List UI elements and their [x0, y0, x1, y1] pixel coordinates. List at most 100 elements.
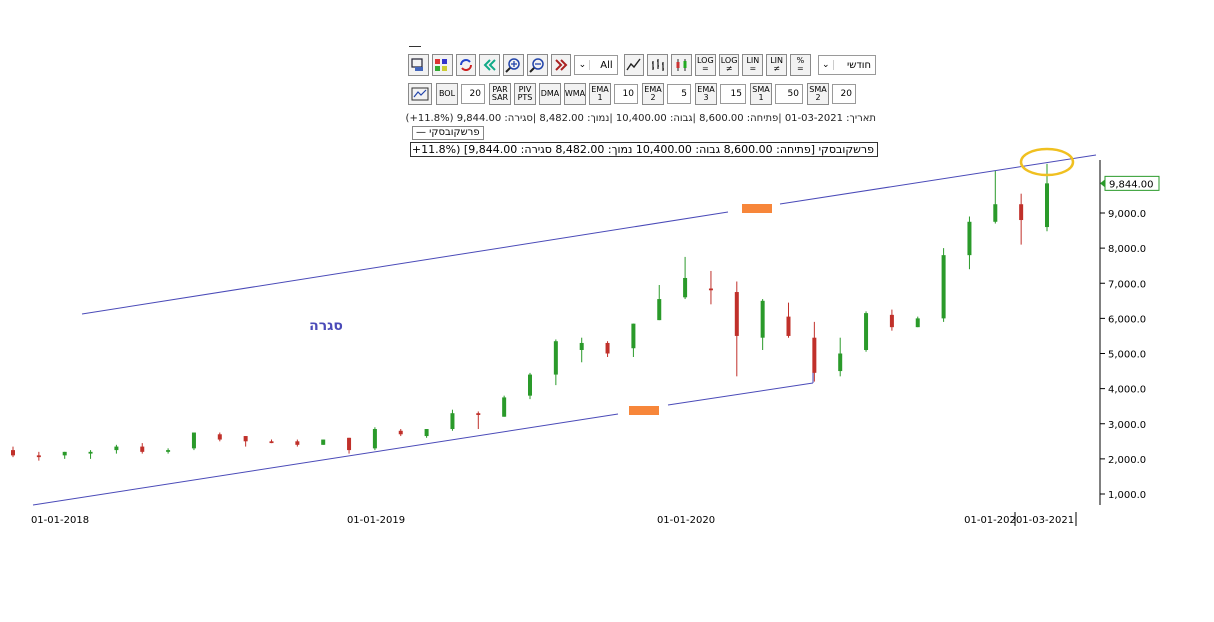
candle-body [114, 446, 119, 451]
candle [812, 321, 817, 382]
sma2-button[interactable]: SMA 2 [807, 83, 829, 105]
annotation-text: סגרה [309, 318, 343, 334]
bol-period-input[interactable]: 20 [461, 84, 485, 104]
y-tick-label: 8,000.0 [1108, 244, 1146, 255]
candle-body [450, 413, 455, 430]
candle-body [657, 299, 662, 321]
candle [372, 427, 377, 451]
sma1-period-input[interactable]: 50 [775, 84, 803, 104]
candle [295, 439, 300, 447]
candle-body [786, 316, 791, 336]
rewind-icon[interactable] [479, 54, 501, 76]
candle-body [36, 455, 41, 458]
candle-body [502, 397, 507, 417]
ema2-button[interactable]: EMA 2 [642, 83, 664, 105]
marker-rectangle [629, 406, 659, 415]
window-dash [409, 46, 421, 47]
candle [502, 395, 507, 417]
candle [36, 451, 41, 461]
ohlc-chart-icon[interactable] [647, 54, 669, 76]
candle [915, 316, 920, 328]
y-tick-label: 2,000.0 [1108, 455, 1146, 466]
candle [683, 256, 688, 300]
candle [579, 337, 584, 363]
x-tick-label: 01-01-202 [964, 515, 1016, 526]
log-button[interactable]: LOG = [694, 54, 716, 76]
wma-button[interactable]: WMA [564, 83, 586, 105]
candle-body [476, 413, 481, 415]
parsar-button[interactable]: PAR SAR [489, 83, 511, 105]
range-select-value: All [600, 59, 613, 71]
refresh-icon[interactable] [455, 54, 477, 76]
candle-chart-icon[interactable] [671, 54, 692, 76]
candle-body [372, 429, 377, 449]
x-tick-label: 01-03-2021 [1016, 515, 1074, 526]
dma-button[interactable]: DMA [539, 83, 561, 105]
candle [708, 270, 713, 305]
y-tick-label: 7,000.0 [1108, 279, 1146, 290]
percent-button[interactable]: % = [790, 54, 811, 76]
x-tick-label: 01-01-2018 [31, 515, 89, 526]
y-tick-label: 1,000.0 [1108, 490, 1146, 501]
candle-body [295, 441, 300, 445]
palette-icon[interactable] [431, 54, 453, 76]
series-status-line: פרשקובסקי [פתיחה: 8,600.00 גבוה: 10,400.… [410, 142, 878, 157]
candle-body [347, 437, 352, 451]
candle [553, 339, 558, 386]
zoom-out-icon[interactable] [526, 54, 548, 76]
candle [631, 323, 636, 358]
lin-button[interactable]: LIN = [742, 54, 764, 76]
candle-body [838, 353, 843, 372]
ema1-period-input[interactable]: 10 [614, 84, 638, 104]
main-toolbar: ⌄ All LOG = LOG ≠ LIN = LIN ≠ % = ⌄ חודש… [408, 53, 877, 77]
candle [605, 341, 610, 358]
ema3-button[interactable]: EMA 3 [695, 83, 717, 105]
candle-body [1045, 183, 1049, 228]
bol-button[interactable]: BOL [436, 83, 458, 105]
ema3-period-input[interactable]: 15 [720, 84, 746, 104]
last-value-text: 9,844.00 [1109, 179, 1154, 190]
candle-body [760, 300, 765, 338]
candle [166, 448, 171, 454]
zoom-in-icon[interactable] [503, 54, 524, 76]
candle [347, 437, 352, 454]
candle [993, 170, 998, 224]
drawing-tool-icon[interactable] [408, 83, 432, 105]
candle [889, 309, 894, 331]
sma2-period-input[interactable]: 20 [832, 84, 856, 104]
candle [760, 299, 765, 350]
candle-body [217, 434, 222, 440]
candle [941, 248, 946, 322]
candle [140, 443, 145, 454]
candle [864, 311, 869, 352]
range-select[interactable]: ⌄ All [574, 55, 618, 75]
candle [838, 337, 843, 377]
sma1-button[interactable]: SMA 1 [750, 83, 772, 105]
candle-body [579, 342, 584, 350]
candle-body [140, 446, 145, 452]
period-select[interactable]: ⌄ חודשי [817, 55, 877, 75]
x-tick-label: 01-01-2019 [347, 515, 405, 526]
ema1-button[interactable]: EMA 1 [589, 83, 611, 105]
candle [424, 429, 429, 438]
pivpts-button[interactable]: PIV PTS [514, 83, 536, 105]
candle [476, 411, 481, 430]
line-chart-icon[interactable] [623, 54, 645, 76]
candle [528, 372, 532, 400]
lin-ne-button[interactable]: LIN ≠ [766, 54, 787, 76]
candle-body [708, 288, 713, 291]
candle-body [62, 451, 67, 456]
candle [450, 409, 455, 431]
print-icon[interactable] [408, 54, 429, 76]
candle [243, 436, 248, 447]
candle-body [734, 292, 739, 336]
candle-body [269, 441, 274, 444]
fast-forward-icon[interactable] [550, 54, 572, 76]
ema2-period-input[interactable]: 5 [667, 84, 691, 104]
lower-channel-line [32, 413, 619, 506]
indicator-toolbar: BOL 20 PAR SAR PIV PTS DMA WMA EMA 1 10 … [408, 83, 876, 105]
candle [398, 429, 403, 437]
log-ne-button[interactable]: LOG ≠ [718, 54, 740, 76]
candle-body [915, 318, 920, 328]
